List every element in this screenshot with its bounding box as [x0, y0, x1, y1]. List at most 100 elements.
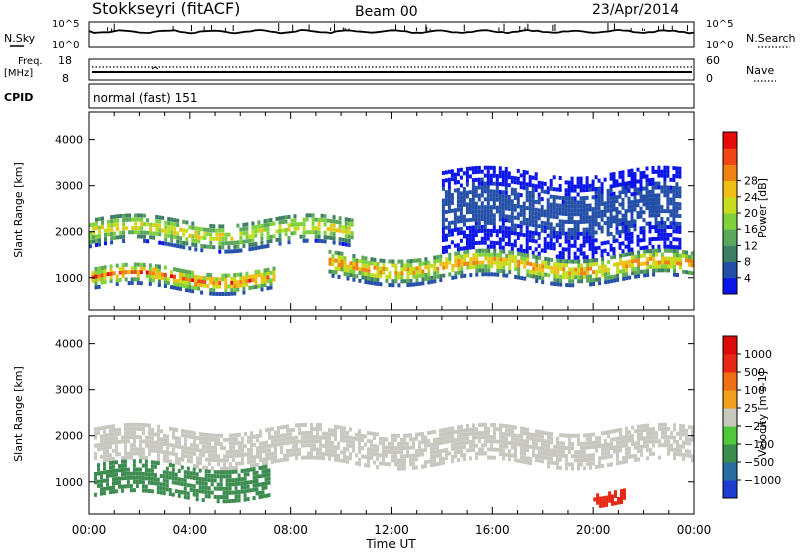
heatmap-cell	[447, 229, 451, 234]
heatmap-cell	[570, 200, 574, 205]
heatmap-cell	[675, 245, 679, 250]
heatmap-cell	[313, 455, 316, 460]
heatmap-cell	[191, 285, 195, 290]
heatmap-cell	[132, 488, 136, 493]
heatmap-cell	[123, 471, 127, 476]
heatmap-cell	[538, 458, 541, 463]
heatmap-cell	[595, 269, 599, 274]
heatmap-cell	[127, 435, 130, 440]
heatmap-cell	[447, 193, 451, 198]
heatmap-cell	[673, 451, 676, 456]
heatmap-cell	[502, 436, 505, 440]
heatmap-cell	[673, 272, 676, 277]
heatmap-cell	[178, 457, 181, 462]
heatmap-cell	[490, 252, 494, 257]
heatmap-cell	[487, 272, 491, 277]
heatmap-cell	[616, 449, 619, 453]
heatmap-cell	[643, 428, 646, 432]
heatmap-cell	[675, 237, 679, 242]
heatmap-cell	[588, 187, 592, 192]
heatmap-cell	[150, 476, 154, 481]
heatmap-cell	[663, 209, 667, 214]
heatmap-cell	[667, 435, 670, 440]
heatmap-cell	[553, 278, 557, 282]
heatmap-cell	[654, 169, 658, 174]
heatmap-cell	[501, 174, 505, 179]
freq-glitch	[151, 66, 159, 70]
heatmap-cell	[621, 170, 625, 175]
heatmap-cell	[621, 229, 625, 234]
heatmap-cell	[600, 194, 604, 198]
heatmap-cell	[441, 186, 445, 191]
heatmap-cell	[501, 206, 505, 211]
heatmap-cell	[412, 453, 415, 458]
heatmap-cell	[280, 441, 283, 446]
heatmap-cell	[477, 181, 481, 186]
freq-panel: Freq. [MHz] 18 8 60 0 Nave	[4, 54, 776, 85]
heatmap-cell	[610, 429, 613, 434]
heatmap-cell	[170, 221, 174, 226]
heatmap-cell	[673, 456, 676, 460]
heatmap-cell	[323, 218, 327, 223]
nsearch-tick-top: 10^5	[706, 19, 733, 30]
heatmap-cell	[170, 226, 174, 230]
heatmap-cell	[115, 476, 118, 481]
cpid-mode-text: normal (fast) 151	[93, 91, 197, 105]
heatmap-cell	[385, 267, 389, 271]
heatmap-cell	[571, 283, 575, 288]
heatmap-cell	[436, 266, 440, 271]
heatmap-cell	[585, 255, 589, 260]
heatmap-cell	[601, 443, 604, 448]
heatmap-cell	[585, 203, 589, 208]
heatmap-cell	[132, 475, 136, 480]
heatmap-cell	[526, 440, 529, 444]
heatmap-cell	[676, 273, 679, 277]
heatmap-cell	[170, 217, 174, 222]
heatmap-cell	[148, 278, 152, 283]
heatmap-cell	[209, 232, 213, 237]
heatmap-cell	[289, 440, 292, 445]
heatmap-cell	[597, 226, 601, 230]
heatmap-cell	[607, 446, 610, 451]
heatmap-cell	[597, 186, 601, 191]
heatmap-cell	[673, 257, 676, 261]
heatmap-cell	[412, 270, 416, 275]
heatmap-cell	[175, 460, 178, 465]
heatmap-cell	[630, 239, 634, 244]
heatmap-cell	[532, 274, 536, 279]
heatmap-cell	[142, 451, 145, 456]
heatmap-cell	[94, 431, 97, 436]
heatmap-cell	[556, 449, 559, 454]
heatmap-cell	[585, 180, 589, 185]
heatmap-cell	[424, 443, 427, 448]
heatmap-cell	[655, 252, 659, 257]
heatmap-cell	[341, 237, 345, 242]
heatmap-cell	[611, 498, 614, 503]
heatmap-cell	[657, 221, 661, 225]
heatmap-cell	[453, 180, 457, 185]
heatmap-cell	[94, 274, 98, 279]
heatmap-cell	[567, 255, 571, 260]
heatmap-cell	[246, 480, 250, 485]
heatmap-cell	[266, 231, 270, 236]
heatmap-cell	[190, 443, 193, 448]
heatmap-cell	[478, 422, 481, 427]
heatmap-cell	[231, 482, 235, 487]
heatmap-cell	[444, 190, 448, 195]
heatmap-cell	[223, 437, 226, 442]
heatmap-cell	[241, 436, 244, 441]
heatmap-cell	[217, 462, 220, 467]
heatmap-cell	[519, 173, 523, 178]
heatmap-cell	[160, 272, 164, 277]
heatmap-cell	[197, 279, 201, 284]
heatmap-cell	[483, 213, 487, 217]
heatmap-cell	[129, 475, 133, 480]
heatmap-cell	[457, 429, 460, 434]
heatmap-cell	[543, 241, 547, 246]
heatmap-cell	[614, 493, 617, 498]
heatmap-cell	[260, 280, 264, 284]
heatmap-cell	[621, 186, 625, 191]
heatmap-cell	[430, 450, 433, 455]
heatmap-cell	[252, 479, 256, 484]
heatmap-cell	[691, 458, 694, 463]
